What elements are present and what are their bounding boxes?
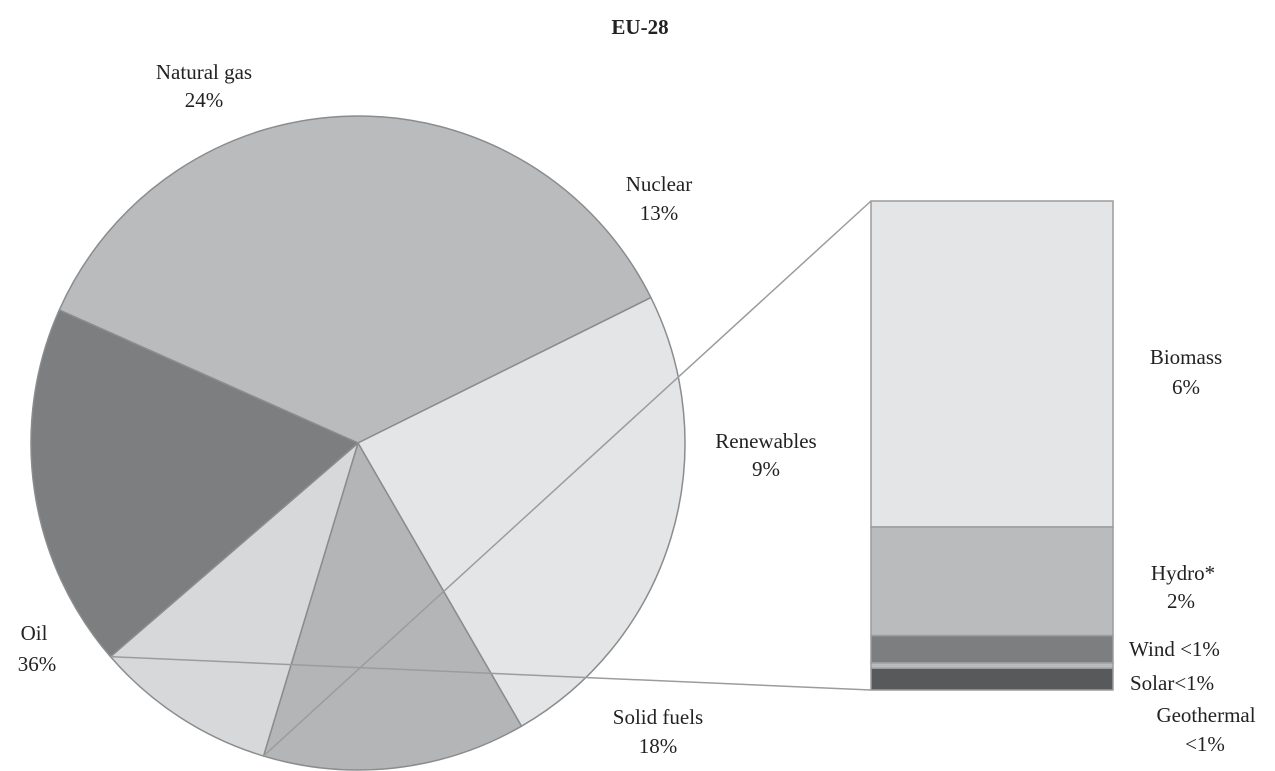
segment-value-biomass: 6% [1172, 375, 1200, 399]
segment-label-solar: Solar<1% [1130, 671, 1214, 695]
segment-label-geothermal: Geothermal [1156, 703, 1255, 727]
slice-value-nuclear: 13% [640, 201, 679, 225]
segment-name-solar: Solar [1130, 671, 1174, 695]
pie-chart [30, 115, 686, 771]
connector-line-bottom [110, 655, 872, 691]
pie-slice-renewables [109, 442, 359, 757]
bar-segment-geothermal [870, 667, 1114, 691]
segment-value-hydro: 2% [1167, 589, 1195, 613]
slice-label-natural-gas: Natural gas [156, 60, 252, 84]
chart-title: EU-28 [611, 15, 668, 39]
segment-value-wind: <1% [1180, 637, 1220, 661]
bar-segment-biomass [870, 200, 1114, 528]
renewables-breakdown-bar [870, 200, 1114, 691]
breakdown-connectors [110, 200, 872, 757]
slice-value-solid-fuels: 18% [639, 734, 678, 758]
segment-label-hydro: Hydro* [1151, 561, 1215, 585]
bar-segment-hydro [870, 526, 1114, 637]
segment-label-biomass: Biomass [1150, 345, 1222, 369]
segment-value-geothermal: <1% [1185, 732, 1225, 756]
segment-label-wind: Wind <1% [1129, 637, 1220, 661]
pie-slice-natural-gas [357, 296, 686, 727]
segment-name-wind: Wind [1129, 637, 1175, 661]
slice-value-renewables: 9% [752, 457, 780, 481]
pie-slice-oil [58, 115, 652, 444]
slice-label-oil: Oil [21, 621, 48, 645]
slice-value-oil: 36% [18, 652, 57, 676]
pie-slice-nuclear [262, 442, 523, 771]
connector-line-top [262, 200, 872, 757]
pie-slice-solid-fuels [30, 309, 359, 658]
slice-value-natural-gas: 24% [185, 88, 224, 112]
bar-segment-solar [870, 662, 1114, 670]
bar-segment-wind [870, 634, 1114, 664]
slice-label-nuclear: Nuclear [626, 172, 692, 196]
segment-value-solar: <1% [1174, 671, 1214, 695]
slice-label-solid-fuels: Solid fuels [613, 705, 703, 729]
slice-label-renewables: Renewables [715, 429, 816, 453]
